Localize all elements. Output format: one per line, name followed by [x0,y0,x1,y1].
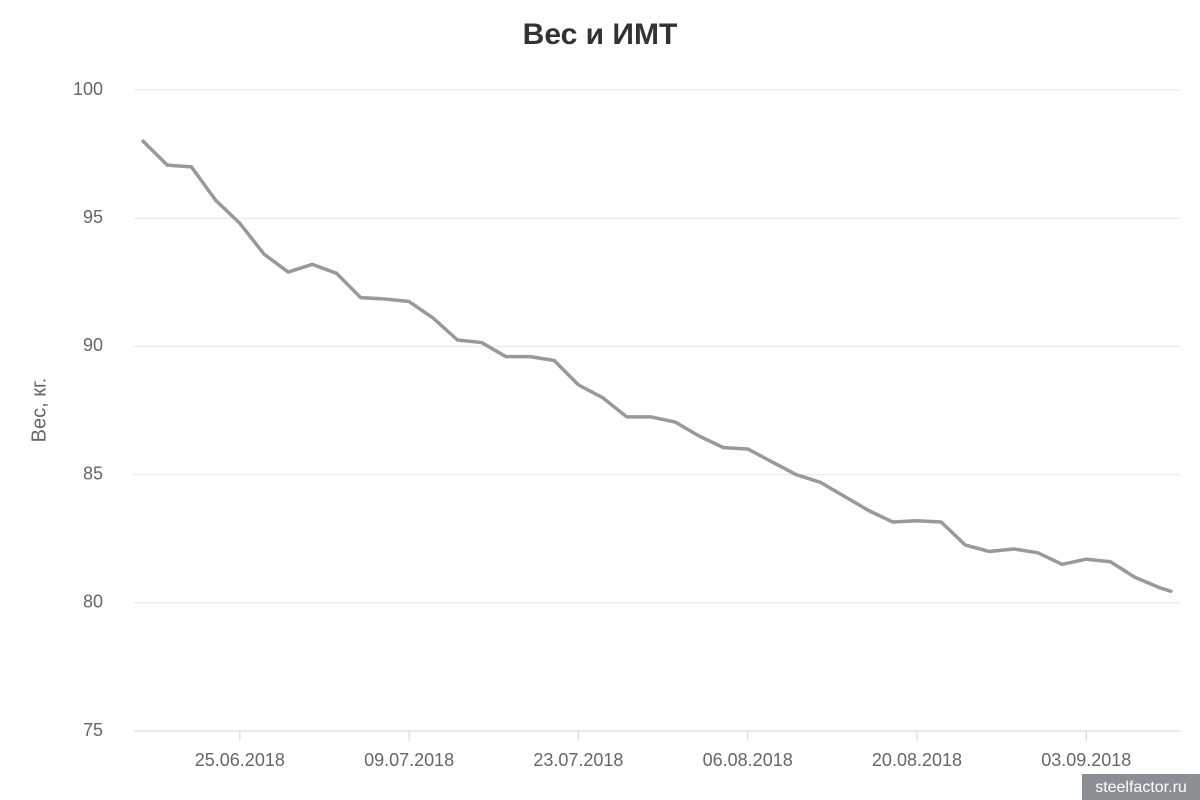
chart-title: Вес и ИМТ [523,18,678,51]
x-tick-label: 20.08.2018 [872,750,962,770]
y-tick-label: 100 [73,79,103,99]
y-tick-label: 80 [83,592,103,612]
x-tick-label: 09.07.2018 [364,750,454,770]
y-tick-label: 90 [83,335,103,355]
watermark: steelfactor.ru [1095,779,1187,796]
y-tick-label: 75 [83,720,103,740]
x-tick-label: 03.09.2018 [1041,750,1131,770]
watermark-box [1082,774,1200,800]
y-tick-label: 85 [83,463,103,483]
data-line [141,139,1173,594]
y-tick-label: 95 [83,207,103,227]
y-axis-label: Вес, кг. [28,378,50,443]
x-tick-label: 23.07.2018 [533,750,623,770]
x-tick-label: 06.08.2018 [703,750,793,770]
x-tick-label: 25.06.2018 [195,750,285,770]
